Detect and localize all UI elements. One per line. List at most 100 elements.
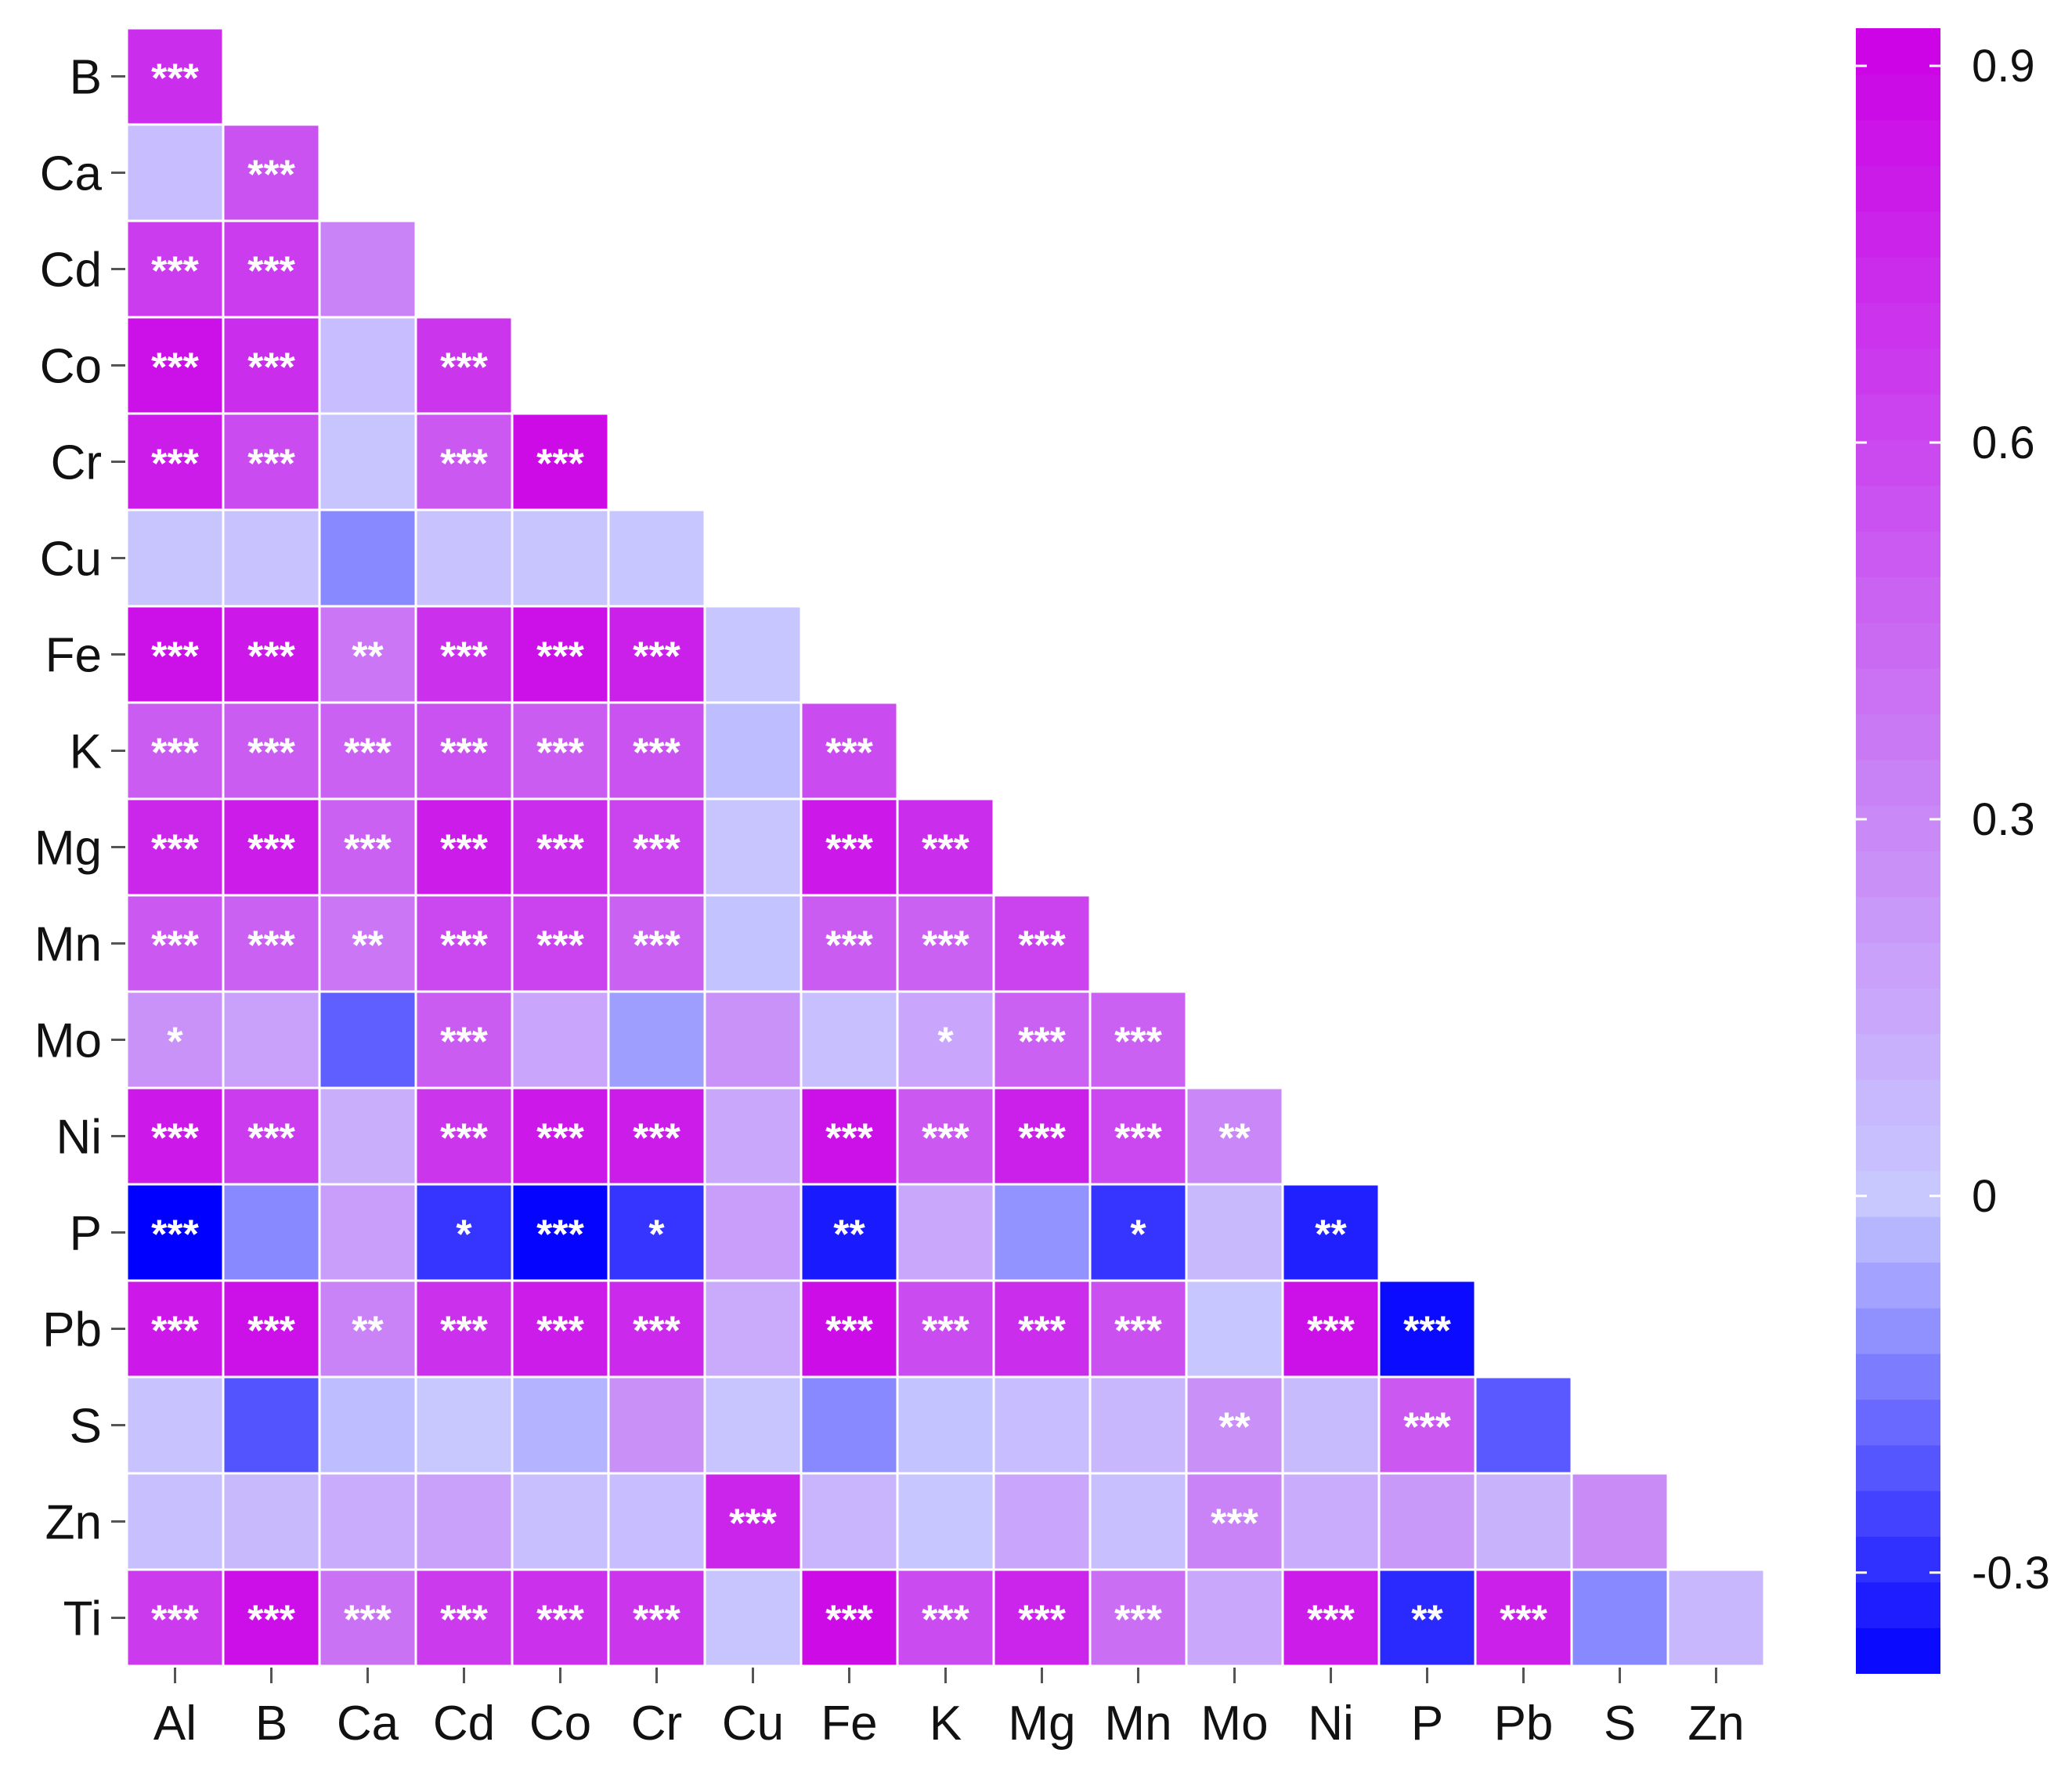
significance-label: ***	[151, 442, 199, 487]
heatmap-cell	[607, 1472, 706, 1571]
heatmap-cell	[1185, 1183, 1284, 1282]
significance-label: **	[352, 634, 384, 680]
significance-label: ***	[151, 249, 199, 295]
x-tick-label: Mg	[1008, 1697, 1075, 1751]
heatmap-cell	[318, 508, 417, 608]
heatmap-cell	[607, 1183, 706, 1282]
heatmap-cell	[607, 1086, 706, 1186]
heatmap-cell	[1281, 1183, 1381, 1282]
y-tick-label: Cd	[40, 244, 102, 298]
x-tick-label: Cd	[433, 1697, 495, 1751]
significance-label: ***	[633, 634, 680, 680]
y-tick-label: Mo	[34, 1014, 102, 1068]
y-tick-label: B	[70, 51, 102, 105]
colorbar-segment	[1856, 1079, 1940, 1126]
colorbar-segment	[1856, 302, 1940, 349]
significance-label: ***	[151, 1212, 199, 1258]
heatmap-cell	[318, 1086, 417, 1186]
heatmap-cell	[992, 1183, 1092, 1282]
heatmap-cell	[318, 1375, 417, 1475]
heatmap-cell	[703, 1472, 803, 1571]
significance-label: ***	[922, 1309, 969, 1354]
x-tick-label: Ca	[337, 1697, 399, 1751]
significance-label: ***	[151, 923, 199, 969]
heatmap-cell	[125, 1375, 225, 1475]
heatmap-cell	[1088, 1375, 1188, 1475]
significance-label: ***	[633, 1309, 680, 1354]
significance-label: ***	[151, 56, 199, 102]
colorbar-segment	[1856, 1581, 1940, 1628]
heatmap-cell	[1088, 1183, 1188, 1282]
heatmap-cells	[125, 27, 1766, 1668]
colorbar-segment	[1856, 1033, 1940, 1080]
heatmap-cell	[1281, 1568, 1381, 1668]
heatmap-cell	[125, 894, 225, 993]
heatmap-cell	[800, 1375, 899, 1475]
heatmap-cell	[1185, 1568, 1284, 1668]
heatmap-cell	[222, 1472, 321, 1571]
heatmap-cell	[992, 894, 1092, 993]
heatmap-cell	[1377, 1375, 1477, 1475]
colorbar-tick-label: 0.6	[1972, 417, 2035, 468]
heatmap-cell	[607, 508, 706, 608]
significance-label: ***	[825, 731, 873, 776]
heatmap-cell	[1281, 1279, 1381, 1379]
heatmap-cell	[1474, 1568, 1573, 1668]
heatmap-cell	[896, 797, 995, 897]
significance-label: ***	[536, 731, 584, 776]
y-tick-label: Pb	[42, 1303, 102, 1357]
heatmap-cell	[1185, 1086, 1284, 1186]
significance-label: ***	[440, 1309, 488, 1354]
significance-label: **	[1411, 1598, 1443, 1643]
heatmap-cell	[703, 1086, 803, 1186]
heatmap-cell	[992, 1086, 1092, 1186]
significance-label: *	[648, 1212, 665, 1258]
colorbar-tick-label: -0.3	[1972, 1548, 2050, 1599]
heatmap-cell	[125, 27, 225, 126]
significance-label: **	[1218, 1405, 1251, 1451]
heatmap-cell	[125, 605, 225, 704]
heatmap-cell	[1474, 1375, 1573, 1475]
significance-label: ***	[247, 442, 295, 487]
significance-label: ***	[440, 634, 488, 680]
colorbar-segment	[1856, 804, 1940, 851]
significance-label: ***	[247, 1598, 295, 1643]
heatmap-cell	[511, 894, 610, 993]
y-tick-label: Ca	[40, 147, 103, 201]
heatmap-cell	[896, 1375, 995, 1475]
colorbar-segment	[1856, 211, 1940, 258]
significance-label: ***	[1500, 1598, 1547, 1643]
x-tick-label: Mo	[1200, 1697, 1268, 1751]
significance-label: ***	[344, 731, 392, 776]
significance-label: ***	[344, 1598, 392, 1643]
colorbar-segment	[1856, 1444, 1940, 1491]
heatmap-cell	[511, 1472, 610, 1571]
significance-label: ***	[922, 923, 969, 969]
heatmap-cell	[414, 797, 514, 897]
heatmap-cell	[511, 1279, 610, 1379]
y-tick-label: Ni	[56, 1111, 102, 1165]
colorbar-segment	[1856, 256, 1940, 303]
colorbar-segment	[1856, 485, 1940, 532]
significance-label: ***	[151, 634, 199, 680]
significance-label: ***	[1114, 1020, 1162, 1065]
heatmap-cell	[607, 1279, 706, 1379]
significance-label: ***	[922, 1598, 969, 1643]
significance-label: ***	[825, 1309, 873, 1354]
significance-label: ***	[247, 827, 295, 873]
significance-label: ***	[633, 923, 680, 969]
significance-label: ***	[151, 1598, 199, 1643]
heatmap-cell	[414, 1472, 514, 1571]
significance-label: ***	[825, 827, 873, 873]
significance-label: *	[1130, 1212, 1146, 1258]
significance-label: ***	[825, 1598, 873, 1643]
significance-label: ***	[440, 1598, 488, 1643]
significance-label: ***	[536, 1309, 584, 1354]
heatmap-cell	[222, 894, 321, 993]
y-axis: B Ca Cd Co Cr Cu Fe K Mg Mn Mo Ni P Pb S Zn Ti	[34, 51, 125, 1646]
heatmap-cell	[222, 508, 321, 608]
significance-label: ***	[151, 1309, 199, 1354]
heatmap-cell	[703, 990, 803, 1090]
colorbar-segment	[1856, 165, 1940, 212]
colorbar-segment	[1856, 74, 1940, 121]
